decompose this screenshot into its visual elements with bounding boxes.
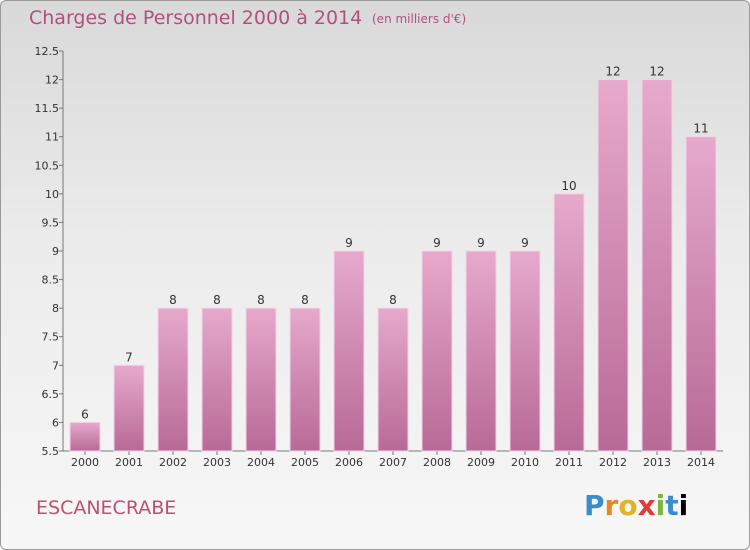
bar [641,79,673,452]
bar [113,364,145,452]
value-labels: 6 7 8 8 8 8 9 8 9 9 9 10 12 12 11 [81,65,708,422]
x-tick-label: 2014 [687,456,715,469]
y-tick-label: 6.5 [42,388,60,401]
x-tick-label: 2013 [643,456,671,469]
chart-subtitle: (en milliers d'€) [372,12,467,26]
data-label: 11 [693,122,708,136]
data-label: 8 [301,293,309,307]
data-label: 8 [257,293,265,307]
y-tick-label: 10.5 [35,159,60,172]
logo-letter: P [584,489,605,522]
data-label: 12 [605,65,620,79]
data-label: 12 [649,65,664,79]
x-tick-label: 2002 [159,456,187,469]
bar [69,421,101,452]
bar [553,193,585,452]
y-tick-label: 8 [52,302,59,315]
y-tick-label: 11 [45,131,59,144]
data-label: 9 [477,236,485,250]
data-label: 9 [521,236,529,250]
bar [377,307,409,452]
y-tick-label: 10 [45,188,59,201]
logo-letter: i [655,489,666,522]
x-tick-label: 2009 [467,456,495,469]
y-tick-label: 7 [52,359,59,372]
x-tick-label: 2008 [423,456,451,469]
logo-letter: t [665,489,679,522]
x-tick-label: 2011 [555,456,583,469]
bar [157,307,189,452]
x-tick-label: 2010 [511,456,539,469]
data-label: 8 [169,293,177,307]
y-tick-label: 9.5 [42,216,60,229]
commune-name: ESCANECRABE [36,497,177,519]
bar [509,250,541,452]
data-label: 7 [125,350,133,364]
logo-letter: i [678,489,689,522]
bar [421,250,453,452]
bar [597,79,629,452]
x-tick-label: 2001 [115,456,143,469]
y-tick-label: 5.5 [42,445,60,458]
y-tick-label: 6 [52,416,59,429]
x-tick-label: 2006 [335,456,363,469]
proxiti-logo: Proxiti [584,489,688,522]
bar [333,250,365,452]
x-tick-label: 2012 [599,456,627,469]
y-tick-label: 12 [45,74,59,87]
bar [465,250,497,452]
y-tick-label: 7.5 [42,331,60,344]
bar [289,307,321,452]
data-label: 10 [561,179,576,193]
data-label: 8 [213,293,221,307]
data-label: 9 [345,236,353,250]
chart-title: Charges de Personnel 2000 à 2014 [29,7,363,29]
x-tick-label: 2007 [379,456,407,469]
bar [245,307,277,452]
bar [685,136,717,452]
data-label: 8 [389,293,397,307]
x-tick-label: 2000 [71,456,99,469]
y-tick-label: 8.5 [42,274,60,287]
logo-letter: x [637,489,656,522]
x-tick-label: 2003 [203,456,231,469]
bar [201,307,233,452]
x-tick-label: 2005 [291,456,319,469]
y-tick-label: 12.5 [35,45,60,58]
logo-letter: o [618,489,638,522]
y-tick-label: 9 [52,245,59,258]
data-label: 6 [81,407,89,421]
logo-letter: r [604,489,619,522]
data-label: 9 [433,236,441,250]
x-tick-label: 2004 [247,456,275,469]
bars [69,79,717,452]
y-tick-label: 11.5 [35,102,60,115]
